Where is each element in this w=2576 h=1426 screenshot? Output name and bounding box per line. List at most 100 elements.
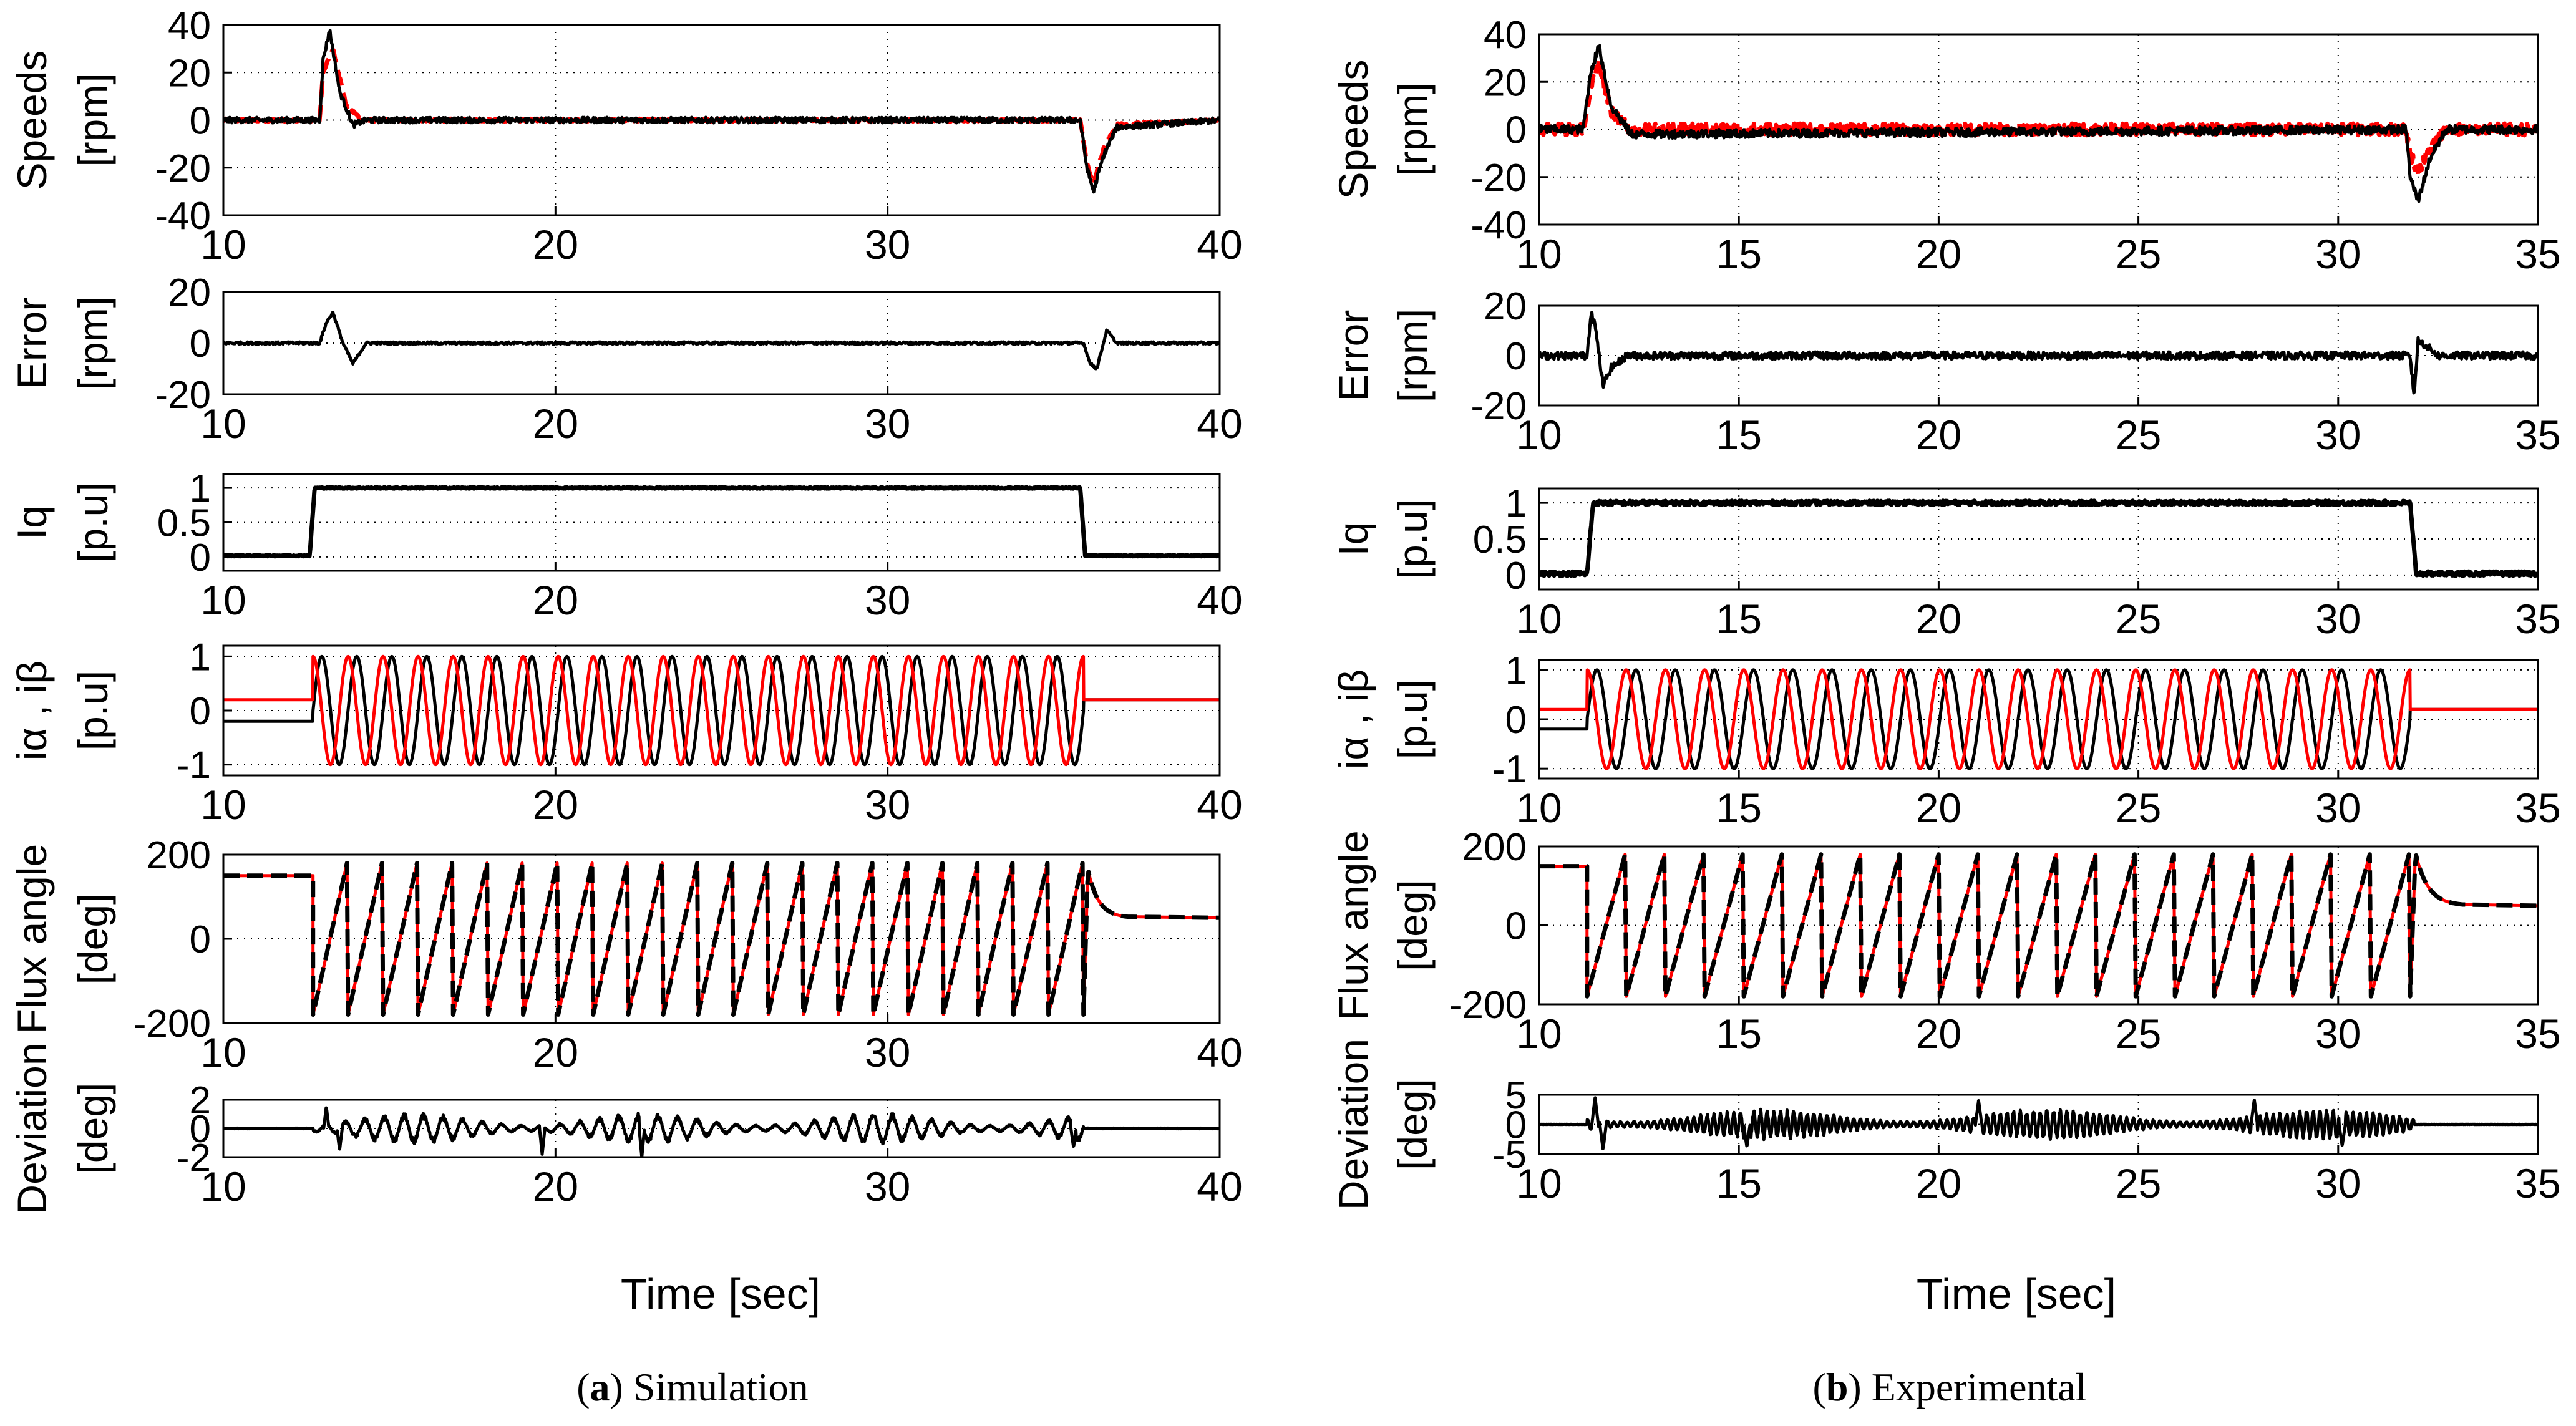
x-tick-label: 15 bbox=[1716, 412, 1761, 458]
series-line-angle-deviation bbox=[1539, 1096, 2538, 1150]
y-tick-label: 20 bbox=[168, 52, 211, 95]
x-tick-label: 10 bbox=[200, 1163, 246, 1210]
y-tick-label: -40 bbox=[1470, 204, 1527, 247]
y-axis-label: Error bbox=[1330, 310, 1376, 402]
x-tick-label: 20 bbox=[1916, 1160, 1961, 1206]
subplot-a-2: 10 20 30 40 00.51 Iq [p.u] bbox=[9, 467, 1243, 623]
x-tick-label: 10 bbox=[200, 400, 246, 447]
subplot-b-4: 10 15 20 25 30 35 -200 0 200 Flux angle [deg] bbox=[1330, 826, 2561, 1057]
x-tick-label: 40 bbox=[1197, 221, 1242, 268]
y-tick-label: 40 bbox=[1484, 14, 1527, 57]
y-tick-label: 0 bbox=[1505, 905, 1527, 948]
panel-a-caption: (a) Simulation bbox=[576, 1365, 809, 1409]
y-tick-label: 0 bbox=[190, 100, 211, 143]
y-axis-unit: [rpm] bbox=[1389, 82, 1436, 176]
y-axis-label: Flux angle bbox=[1330, 830, 1376, 1021]
y-axis-label: Deviation bbox=[1330, 1039, 1376, 1210]
series-line-estimated-angle bbox=[223, 861, 1220, 1017]
x-tick-label: 10 bbox=[1516, 412, 1562, 458]
y-tick-label: 0 bbox=[190, 1108, 211, 1151]
x-tick-label: 20 bbox=[1916, 1011, 1961, 1057]
series-line-iq bbox=[1539, 498, 2538, 578]
x-tick-label: 40 bbox=[1197, 1029, 1242, 1075]
series-group bbox=[223, 485, 1220, 559]
y-tick-label: -20 bbox=[155, 147, 211, 190]
x-tick-label: 20 bbox=[533, 400, 578, 447]
x-tick-label: 25 bbox=[2116, 412, 2161, 458]
x-tick-label: 35 bbox=[2515, 1160, 2560, 1206]
y-axis-label: iα , iβ bbox=[1330, 669, 1376, 769]
x-tick-label: 20 bbox=[1916, 596, 1961, 642]
subplot-a-4: 10 20 30 40 -200 0 200 Flux angle [deg] bbox=[9, 834, 1243, 1075]
x-tick-label: 30 bbox=[865, 577, 910, 623]
series-line-iq bbox=[223, 485, 1220, 559]
x-tick-label: 10 bbox=[200, 1029, 246, 1075]
y-axis-label: Speeds bbox=[9, 51, 55, 190]
y-tick-label: -200 bbox=[1449, 984, 1527, 1027]
y-tick-label: 0 bbox=[1505, 555, 1527, 598]
y-axis-unit: [p.u] bbox=[1389, 679, 1436, 759]
y-axis-unit: [deg] bbox=[70, 1083, 116, 1175]
series-group bbox=[223, 861, 1220, 1017]
y-tick-label: -1 bbox=[177, 744, 211, 787]
panel-b-xlabel: Time [sec] bbox=[1917, 1269, 2116, 1318]
series-line-estimated-angle bbox=[1539, 852, 2538, 999]
y-tick-label: 0.5 bbox=[157, 502, 211, 545]
y-tick-label: 20 bbox=[1484, 285, 1527, 328]
y-tick-label: 0 bbox=[190, 690, 211, 733]
x-tick-label: 35 bbox=[2515, 231, 2560, 277]
y-axis-label: Iq bbox=[9, 505, 55, 540]
series-group bbox=[223, 310, 1220, 371]
x-tick-label: 30 bbox=[865, 221, 910, 268]
y-tick-label: -40 bbox=[155, 195, 211, 238]
x-tick-label: 40 bbox=[1197, 782, 1242, 828]
y-axis-unit: [rpm] bbox=[70, 73, 116, 167]
subplot-a-1: 10 20 30 40 -20 0 20 Error [rpm] bbox=[9, 271, 1243, 447]
series-group bbox=[1539, 1096, 2538, 1150]
y-axis-unit: [rpm] bbox=[1389, 309, 1436, 402]
x-tick-label: 30 bbox=[865, 400, 910, 447]
y-tick-label: 0 bbox=[1505, 1104, 1527, 1147]
subplot-a-0: 10 20 30 40 -40 -200 20 40 Speeds [rpm] bbox=[9, 4, 1243, 268]
x-tick-label: 20 bbox=[533, 1163, 578, 1210]
x-tick-label: 30 bbox=[2315, 231, 2361, 277]
x-tick-label: 30 bbox=[865, 782, 910, 828]
series-group bbox=[223, 29, 1220, 194]
y-tick-label: 20 bbox=[168, 271, 211, 314]
x-tick-label: 25 bbox=[2116, 596, 2161, 642]
x-tick-label: 30 bbox=[2315, 412, 2361, 458]
subplot-b-5: 10 15 20 25 30 35 -505 Deviation [deg] bbox=[1330, 1039, 2561, 1210]
y-tick-label: 20 bbox=[1484, 61, 1527, 104]
panel-b-caption: (b) Experimental bbox=[1813, 1365, 2087, 1409]
x-tick-label: 10 bbox=[1516, 1011, 1562, 1057]
y-axis-unit: [rpm] bbox=[70, 296, 116, 390]
x-tick-label: 20 bbox=[533, 1029, 578, 1075]
y-axis-unit: [p.u] bbox=[70, 671, 116, 750]
x-tick-label: 30 bbox=[865, 1029, 910, 1075]
series-line-i-beta bbox=[1539, 668, 2538, 770]
y-tick-label: 0 bbox=[190, 918, 211, 961]
series-line-estimated-speed bbox=[223, 29, 1220, 194]
x-tick-label: 30 bbox=[865, 1163, 910, 1210]
y-tick-label: -20 bbox=[155, 374, 211, 417]
y-tick-label: -2 bbox=[177, 1137, 211, 1180]
y-tick-label: 1 bbox=[190, 636, 211, 679]
series-group bbox=[1539, 44, 2538, 203]
x-tick-label: 30 bbox=[2315, 785, 2361, 831]
x-tick-label: 40 bbox=[1197, 1163, 1242, 1210]
y-tick-label: -20 bbox=[1470, 385, 1527, 428]
y-tick-label: 0 bbox=[1505, 335, 1527, 378]
x-tick-label: 20 bbox=[533, 221, 578, 268]
y-tick-label: 1 bbox=[1505, 482, 1527, 525]
x-tick-label: 25 bbox=[2116, 785, 2161, 831]
y-tick-label: 200 bbox=[1462, 826, 1527, 869]
series-line-i-beta bbox=[223, 654, 1220, 767]
y-axis-unit: [deg] bbox=[1389, 880, 1436, 971]
y-tick-label: 0 bbox=[1505, 109, 1527, 152]
subplot-a-3: 10 20 30 40 -1 0 1 iα , iβ [p.u] bbox=[9, 636, 1243, 828]
x-tick-label: 15 bbox=[1716, 1160, 1761, 1206]
x-tick-label: 20 bbox=[1916, 412, 1961, 458]
y-tick-label: 0 bbox=[190, 536, 211, 580]
